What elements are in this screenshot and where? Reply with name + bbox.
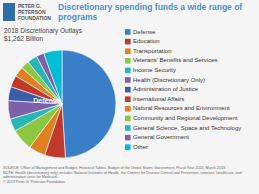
legend-swatch	[125, 116, 131, 122]
text-line: $1,262 Billion	[4, 35, 43, 42]
legend-swatch	[125, 58, 131, 64]
text-line: © 2019 Peter G. Peterson Foundation	[3, 180, 65, 184]
pie-slice	[44, 50, 62, 104]
text-line: 2018 Discretionary Outlays	[4, 27, 83, 35]
text-line: PETER G.	[18, 3, 42, 9]
background	[0, 0, 259, 194]
legend-label: Other	[133, 144, 148, 150]
legend-label: Natural Resources and Environment	[133, 105, 230, 111]
source-note: NOTE: Health (discretionary only) includ…	[3, 171, 242, 175]
text-line: NOTE: Health (discretionary only) includ…	[3, 171, 242, 175]
source-note: © 2019 Peter G. Peterson Foundation	[3, 180, 65, 184]
legend-label: Education	[133, 38, 160, 44]
subtitle: 2018 Discretionary Outlays$1,262 Billion	[4, 27, 83, 42]
legend-swatch	[125, 29, 131, 35]
legend-swatch	[125, 39, 131, 45]
legend-label: Transportation	[133, 48, 171, 54]
legend-swatch	[125, 106, 131, 112]
legend-label: Veterans' Benefits and Services	[133, 57, 218, 63]
text-line: FOUNDATION	[18, 15, 51, 21]
legend-swatch	[125, 87, 131, 93]
legend-label: International Affairs	[133, 96, 184, 102]
pie-slice	[62, 50, 116, 158]
pie	[8, 50, 116, 158]
legend-label: General Government	[133, 134, 189, 140]
legend-swatch	[125, 144, 131, 150]
legend: Defense Education Transportation Veterans' …	[125, 29, 241, 150]
source-note: SOURCE: Office of Management and Budget,…	[3, 166, 226, 170]
legend-swatch	[125, 48, 131, 54]
legend-label: General Science, Space and Technology	[133, 125, 241, 131]
legend-swatch	[125, 77, 131, 83]
legend-label: Health (Discretionary Only)	[133, 77, 205, 83]
legend-label: Income Security	[133, 67, 176, 73]
legend-swatch	[125, 125, 131, 131]
text-line: PETERSON	[18, 9, 46, 15]
center-label: Defense	[33, 97, 60, 104]
legend-label: Defense	[133, 29, 156, 35]
logo-box	[3, 3, 15, 21]
legend-swatch	[125, 96, 131, 102]
text-line: Discretionary spending funds a wide rang…	[58, 2, 242, 12]
legend-label: Community and Regional Development	[133, 115, 238, 121]
legend-swatch	[125, 68, 131, 74]
text-line: SOURCE: Office of Management and Budget,…	[3, 166, 226, 170]
logo-text: PETER G.PETERSONFOUNDATION	[18, 3, 51, 21]
source-note: administrative costs for Medicaid.	[3, 175, 58, 179]
text-line: programs	[58, 12, 97, 22]
text-line: administrative costs for Medicaid.	[3, 175, 58, 179]
title: Discretionary spending funds a wide rang…	[58, 2, 242, 22]
legend-label: Administration of Justice	[133, 86, 199, 92]
legend-swatch	[125, 135, 131, 141]
